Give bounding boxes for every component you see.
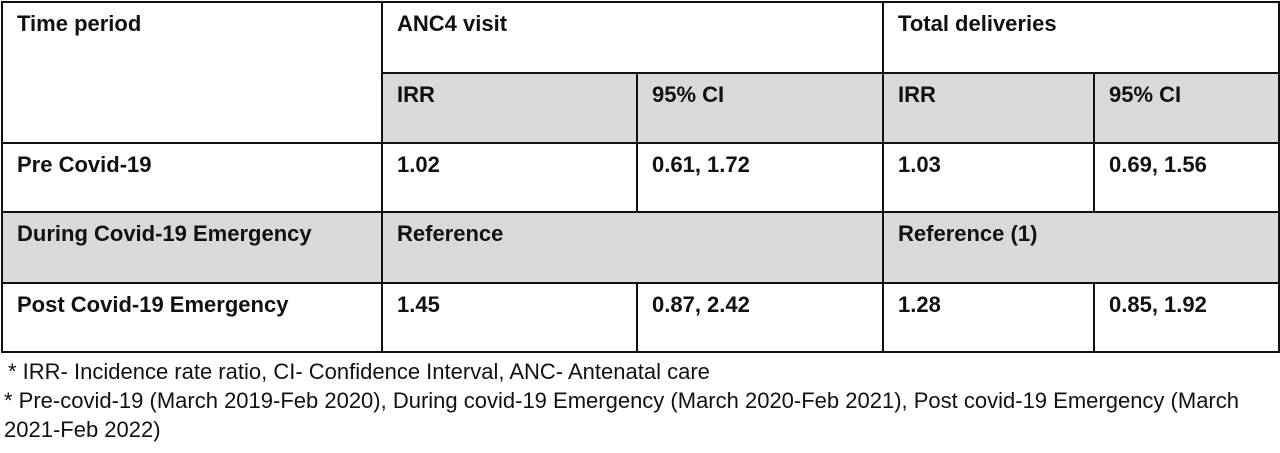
footnotes: * IRR- Incidence rate ratio, CI- Confide… [4,357,1274,444]
cell-deliveries-irr: 1.03 [882,142,1096,213]
table-header-row: Time period ANC4 visit Total deliveries [1,1,1280,144]
row-period: During Covid-19 Emergency [1,211,383,284]
cell-deliveries-ci: 0.85, 1.92 [1093,282,1280,353]
cell-anc-irr: 1.45 [381,282,638,353]
table-row: Post Covid-19 Emergency 1.45 0.87, 2.42 … [1,282,1280,353]
header-anc4-visit: ANC4 visit [380,1,885,74]
subheader-deliveries-ci: 95% CI [1093,72,1280,144]
table-row: Pre Covid-19 1.02 0.61, 1.72 1.03 0.69, … [1,142,1280,213]
cell-deliveries-reference: Reference (1) [882,211,1280,284]
cell-anc-reference: Reference [380,211,885,284]
subheader-anc-ci: 95% CI [635,72,885,144]
subheader-deliveries-irr: IRR [882,72,1096,144]
cell-deliveries-ci: 0.69, 1.56 [1093,142,1280,213]
subheader-anc-irr: IRR [381,72,638,144]
table-subheader-row: IRR 95% CI IRR 95% CI [2,72,1280,144]
row-period: Post Covid-19 Emergency [1,282,383,353]
table-row: During Covid-19 Emergency Reference Refe… [1,211,1280,284]
cell-anc-ci: 0.87, 2.42 [635,282,885,353]
results-table: Time period ANC4 visit Total deliveries … [1,1,1280,353]
header-total-deliveries: Total deliveries [882,1,1280,74]
footnote-time-periods: * Pre-covid-19 (March 2019-Feb 2020), Du… [4,388,1239,442]
cell-anc-irr: 1.02 [381,142,638,213]
header-time-period: Time period [1,1,383,144]
cell-deliveries-irr: 1.28 [882,282,1096,353]
row-period: Pre Covid-19 [1,142,383,213]
cell-anc-ci: 0.61, 1.72 [635,142,885,213]
footnote-abbreviations: * IRR- Incidence rate ratio, CI- Confide… [8,359,710,384]
